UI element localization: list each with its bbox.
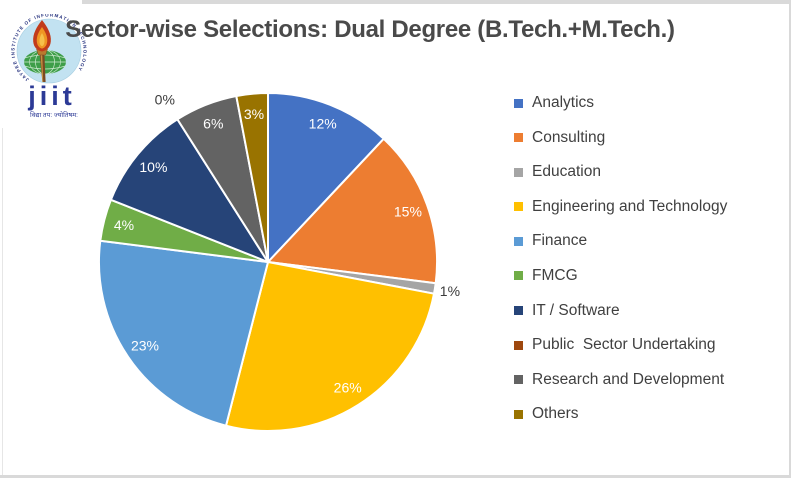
pie-slice-engineering-and-technology [225, 261, 435, 433]
legend-label: Public Sector Undertaking [532, 336, 716, 354]
legend-item-finance: Finance [514, 230, 727, 252]
legend-label: FMCG [532, 266, 578, 284]
legend-item-engineering-and-technology: Engineering and Technology [514, 196, 727, 218]
pie-label-fmcg: 4% [114, 217, 134, 233]
legend-label: Finance [532, 232, 588, 250]
legend-item-analytics: Analytics [514, 92, 727, 114]
pie-label-research-and-development: 6% [203, 116, 223, 132]
slide-border-bottom [0, 475, 791, 478]
pie-label-it-software: 10% [139, 159, 167, 175]
pie-label-finance: 23% [131, 338, 159, 354]
pie-label-engineering-and-technology: 26% [334, 380, 362, 396]
pie-label-public-sector-undertaking: 0% [155, 91, 175, 107]
legend-swatch-icon [514, 340, 523, 350]
pie-slice-finance [97, 239, 269, 427]
chart-title: Sector-wise Selections: Dual Degree (B.T… [65, 16, 675, 43]
pie-label-education: 1% [440, 283, 460, 299]
pie-label-consulting: 15% [394, 204, 422, 220]
legend-item-fmcg: FMCG [514, 265, 727, 287]
logo-seal-icon: JAYPEE INSTITUTE OF INFORMATION TECHNOLO… [10, 14, 86, 84]
legend-label: Education [532, 163, 601, 181]
slide-border-left [2, 128, 3, 475]
legend-swatch-icon [514, 98, 523, 108]
legend-item-consulting: Consulting [514, 127, 727, 149]
pie-slice-consulting [267, 137, 439, 285]
legend-item-public-sector-undertaking: Public Sector Undertaking [514, 334, 727, 356]
legend-swatch-icon [514, 167, 523, 177]
legend-label: Others [532, 405, 579, 423]
legend-label: Engineering and Technology [532, 197, 728, 215]
jiit-logo: JAYPEE INSTITUTE OF INFORMATION TECHNOLO… [8, 14, 104, 126]
logo-motto: विद्या तप: ज्योतिषम: [30, 112, 78, 119]
legend-swatch-icon [514, 306, 523, 316]
legend-item-education: Education [514, 161, 727, 183]
legend-item-research-and-development: Research and Development [514, 369, 727, 391]
legend: Analytics Consulting Education Engineering … [514, 92, 727, 438]
pie-label-others: 3% [244, 106, 264, 122]
legend-swatch-icon [514, 409, 523, 419]
legend-swatch-icon [514, 133, 523, 143]
legend-label: Consulting [532, 128, 606, 146]
pie-label-analytics: 12% [309, 116, 337, 132]
legend-item-others: Others [514, 403, 727, 425]
pie-slice-analytics [267, 92, 385, 263]
pie-slice-others [235, 92, 269, 263]
slide-border-right [789, 3, 791, 476]
legend-swatch-icon [514, 202, 523, 212]
legend-label: Analytics [532, 94, 595, 111]
slide-border-top [82, 0, 791, 4]
logo-wordmark: jiit [28, 81, 76, 111]
legend-item-it-software: IT / Software [514, 300, 727, 322]
legend-label: IT / Software [532, 301, 620, 319]
legend-label: Research and Development [532, 370, 725, 388]
pie-slice-it-software [109, 118, 269, 263]
legend-swatch-icon [514, 236, 523, 246]
legend-swatch-icon [514, 271, 523, 281]
legend-swatch-icon [514, 375, 523, 385]
